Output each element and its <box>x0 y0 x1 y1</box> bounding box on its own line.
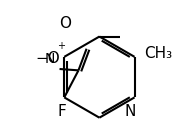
Text: O: O <box>59 15 71 30</box>
Text: N: N <box>44 52 55 66</box>
Text: −O: −O <box>35 51 60 66</box>
Text: N: N <box>124 104 136 119</box>
Text: +: + <box>57 41 65 51</box>
Text: F: F <box>58 104 66 119</box>
Text: CH₃: CH₃ <box>144 46 172 61</box>
